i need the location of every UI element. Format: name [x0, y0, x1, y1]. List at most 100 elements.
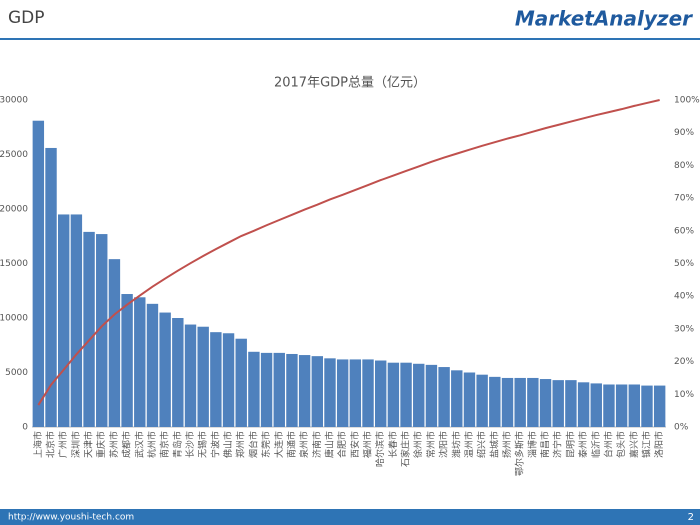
x-tick-label: 哈尔滨市 — [374, 431, 386, 467]
bar — [336, 359, 349, 427]
bar — [248, 351, 260, 427]
y2-tick-label: 80% — [674, 161, 694, 171]
bar — [197, 326, 209, 427]
logo: MarketAnalyzer — [515, 7, 693, 31]
cumulative-line — [37, 99, 660, 406]
x-tick-label: 泰州市 — [577, 431, 589, 458]
x-tick-label: 长春市 — [387, 431, 399, 458]
bar — [146, 303, 159, 427]
footer-bar — [0, 509, 700, 525]
x-tick-label: 唐山市 — [323, 431, 335, 458]
x-tick-label: 温州市 — [463, 431, 475, 458]
x-tick-label: 苏州市 — [108, 431, 120, 458]
y2-tick-label: 20% — [674, 357, 694, 367]
x-tick-label: 沈阳市 — [438, 431, 450, 458]
bar — [286, 353, 298, 427]
y2-tick-label: 30% — [674, 324, 694, 334]
x-tick-label: 昆明市 — [564, 431, 576, 458]
y-tick-label: 10000 — [0, 314, 28, 324]
bar — [476, 374, 488, 427]
x-tick-label: 济宁市 — [552, 431, 564, 458]
x-tick-label: 武汉市 — [133, 431, 145, 458]
x-tick-label: 南昌市 — [539, 431, 551, 458]
x-tick-label: 上海市 — [32, 431, 44, 458]
x-tick-label: 临沂市 — [590, 431, 602, 458]
bar — [501, 377, 514, 427]
x-tick-label: 潍坊市 — [450, 431, 462, 458]
bar — [539, 379, 552, 427]
bar — [615, 384, 628, 427]
bar — [45, 147, 57, 427]
y-tick-label: 0 — [22, 423, 28, 433]
x-tick-label: 广州市 — [57, 431, 69, 458]
y-tick-label: 25000 — [0, 150, 28, 160]
x-tick-label: 镇江市 — [640, 431, 652, 458]
x-tick-label: 扬州市 — [501, 431, 513, 458]
bar — [159, 312, 171, 427]
bar — [184, 324, 197, 427]
bar — [425, 364, 438, 427]
x-tick-label: 合肥市 — [336, 431, 348, 458]
header-rule — [0, 38, 700, 40]
x-tick-label: 石家庄市 — [400, 431, 412, 467]
bar — [108, 259, 121, 427]
x-tick-label: 青岛市 — [171, 431, 183, 458]
bar — [57, 214, 70, 427]
bar — [70, 214, 83, 427]
bar — [210, 332, 222, 427]
x-tick-label: 长沙市 — [184, 431, 196, 458]
x-tick-label: 天津市 — [83, 431, 95, 458]
y2-tick-label: 10% — [674, 390, 694, 400]
bar — [565, 380, 577, 427]
x-tick-label: 烟台市 — [247, 431, 259, 458]
bar — [298, 355, 311, 427]
bar — [374, 360, 387, 427]
bar — [96, 234, 108, 427]
x-tick-label: 宁波市 — [209, 431, 221, 458]
x-tick-label: 无锡市 — [197, 431, 209, 458]
x-tick-label: 重庆市 — [95, 431, 107, 458]
x-tick-label: 成都市 — [121, 431, 133, 458]
bar — [527, 377, 539, 427]
bar — [641, 385, 653, 427]
y2-tick-label: 40% — [674, 292, 694, 302]
bar — [362, 359, 374, 427]
bar — [514, 377, 526, 427]
y-tick-label: 20000 — [0, 205, 28, 215]
y-tick-label: 15000 — [0, 259, 28, 269]
bar — [603, 384, 615, 427]
bar — [222, 333, 235, 427]
bar — [400, 362, 412, 427]
bar — [260, 352, 273, 427]
x-tick-label: 西安市 — [349, 431, 361, 458]
bar — [489, 376, 501, 427]
bar — [32, 120, 45, 428]
x-tick-label: 徐州市 — [412, 431, 424, 458]
x-tick-label: 嘉兴市 — [628, 431, 640, 458]
bar — [311, 356, 324, 427]
slide-title: GDP — [8, 8, 45, 28]
x-tick-label: 台州市 — [602, 431, 614, 458]
page-number: 2 — [688, 512, 694, 523]
x-tick-label: 洛阳市 — [653, 431, 665, 458]
x-tick-label: 鄂尔多斯市 — [514, 431, 526, 476]
x-tick-label: 深圳市 — [70, 431, 82, 458]
x-tick-label: 东莞市 — [260, 431, 272, 458]
bar — [134, 297, 146, 427]
bar — [628, 384, 641, 427]
y2-tick-label: 90% — [674, 128, 694, 138]
x-tick-label: 常州市 — [425, 431, 437, 458]
y-tick-label: 30000 — [0, 96, 28, 106]
y2-tick-label: 60% — [674, 226, 694, 236]
x-tick-label: 包头市 — [615, 431, 627, 458]
x-tick-label: 泉州市 — [298, 431, 310, 458]
y2-tick-label: 100% — [674, 96, 700, 106]
bar — [438, 367, 450, 427]
bar — [235, 338, 247, 427]
x-tick-label: 福州市 — [362, 431, 374, 458]
bar — [273, 352, 285, 427]
bar — [552, 380, 564, 427]
x-tick-label: 北京市 — [45, 431, 57, 458]
footer-url: http://www.youshi-tech.com — [8, 513, 134, 523]
